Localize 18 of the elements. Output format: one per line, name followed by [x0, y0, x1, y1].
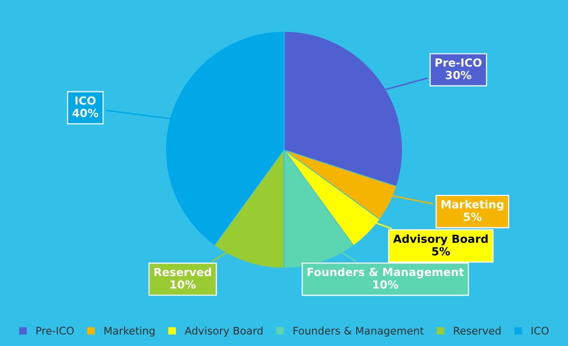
legend-label: Pre-ICO	[36, 326, 74, 335]
data-label: 30%	[446, 70, 472, 80]
data-label: 10%	[373, 280, 398, 289]
data-label: 5%	[464, 212, 482, 222]
slice-label: Reserved	[154, 268, 211, 276]
data-label: 40%	[72, 108, 98, 118]
slice-label: Advisory Board	[393, 234, 488, 246]
legend-label: Marketing	[104, 326, 154, 337]
legend-label: Reserved	[454, 326, 501, 335]
legend-label: Advisory Board	[184, 326, 262, 337]
data-label: 10%	[170, 280, 196, 289]
legend-label: Founders & Management	[294, 326, 424, 337]
legend-label: ICO	[532, 326, 549, 335]
data-label: 5%	[432, 247, 450, 256]
slice-label: Marketing	[442, 200, 504, 211]
slice-label: ICO	[75, 96, 96, 105]
slice-label: Pre-ICO	[436, 58, 482, 67]
slice-label: Founders & Management	[308, 268, 464, 278]
